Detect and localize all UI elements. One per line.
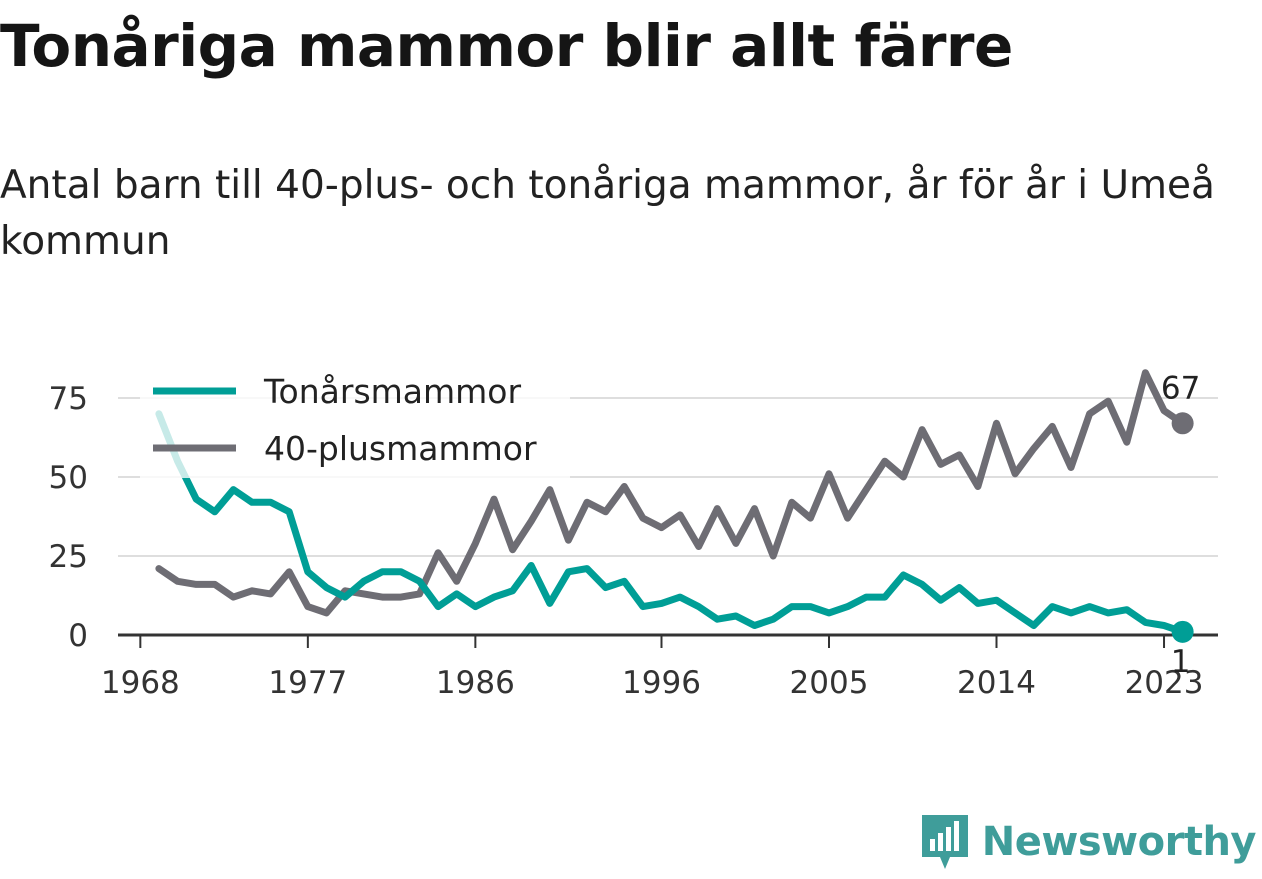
brand-name: Newsworthy [981, 819, 1257, 865]
end-value-label: 1 [1171, 644, 1191, 680]
end-point-40-plusmammor [1171, 412, 1194, 435]
y-tick-label: 0 [68, 618, 88, 654]
x-tick-label: 1977 [268, 665, 347, 701]
x-tick-label: 2014 [957, 665, 1036, 701]
x-tick-label: 2005 [790, 665, 869, 701]
axes: 0 25 50 75 1968 1977 1986 1996 2005 2014 2023 [49, 381, 1218, 701]
x-tick-label: 1996 [622, 665, 701, 701]
newsworthy-logo-icon [921, 815, 968, 869]
y-tick-label: 75 [49, 381, 88, 417]
x-tick-label: 1968 [101, 665, 180, 701]
legend-label: 40-plusmammor [264, 429, 537, 468]
chart-subtitle: Antal barn till 40-plus- och tonåriga ma… [0, 163, 1215, 264]
legend-background [140, 360, 570, 478]
y-tick-label: 25 [49, 539, 88, 575]
chart-title: Tonåriga mammor blir allt färre [0, 12, 1013, 80]
end-labels: 67 1 [1161, 370, 1200, 680]
end-value-label: 67 [1161, 370, 1200, 406]
end-point-tonarsmammor [1171, 620, 1194, 643]
series-line-tonarsmammor [155, 410, 1187, 636]
legend-label: Tonårsmammor [263, 372, 521, 411]
x-tick-label: 1986 [436, 665, 515, 701]
series-lines [155, 369, 1194, 643]
brand-logo: Newsworthy [920, 813, 1257, 871]
series-line-40-plusmammor [155, 369, 1187, 617]
y-tick-label: 50 [49, 460, 88, 496]
legend: Tonårsmammor 40-plusmammor [140, 360, 570, 478]
x-tick-label: 2023 [1125, 665, 1204, 701]
